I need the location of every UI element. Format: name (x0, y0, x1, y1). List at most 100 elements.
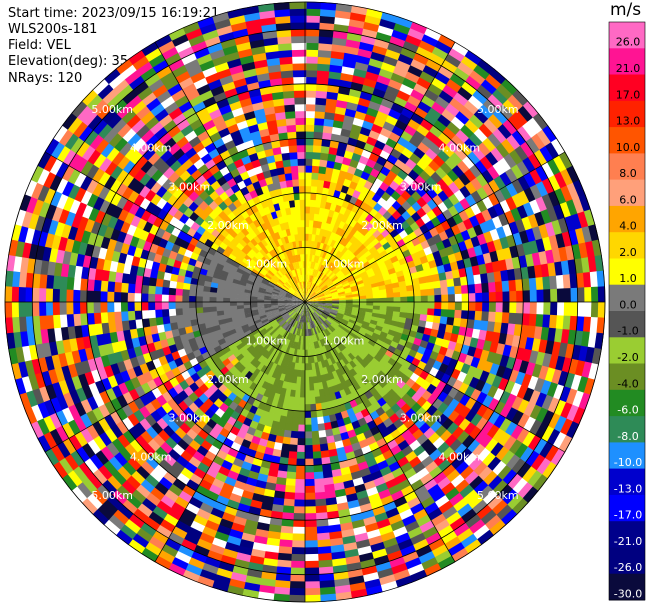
velocity-gate (365, 435, 377, 446)
velocity-gate (129, 438, 143, 453)
velocity-gate (75, 481, 93, 499)
velocity-gate (314, 362, 320, 370)
velocity-gate (311, 298, 319, 301)
velocity-gate (522, 101, 540, 119)
velocity-gate (287, 271, 293, 279)
velocity-gate (277, 245, 284, 254)
velocity-gate (379, 346, 388, 355)
velocity-gate (460, 124, 475, 139)
velocity-gate (149, 397, 162, 411)
velocity-gate (346, 251, 354, 259)
velocity-gate (515, 218, 527, 234)
velocity-gate (241, 246, 250, 255)
velocity-gate (440, 309, 449, 318)
velocity-gate (535, 458, 552, 476)
velocity-gate (366, 305, 374, 310)
velocity-gate (190, 70, 207, 84)
velocity-gate (174, 94, 191, 108)
velocity-gate (145, 164, 159, 178)
velocity-gate (216, 292, 224, 298)
velocity-gate (270, 330, 278, 338)
velocity-gate (400, 485, 415, 498)
velocity-gate (271, 292, 279, 297)
velocity-gate (150, 102, 166, 117)
velocity-gate (318, 303, 326, 306)
velocity-gate (291, 312, 297, 319)
velocity-gate (237, 264, 247, 271)
velocity-gate (116, 230, 128, 243)
velocity-gate (260, 282, 268, 288)
velocity-gate (154, 293, 163, 302)
velocity-gate (184, 58, 201, 72)
velocity-gate (302, 308, 304, 316)
velocity-gate (271, 291, 280, 295)
velocity-gate (92, 434, 107, 451)
velocity-gate (570, 213, 583, 232)
velocity-gate (149, 409, 162, 423)
velocity-gate (459, 142, 474, 157)
velocity-gate (37, 355, 49, 373)
velocity-gate (157, 331, 167, 341)
velocity-gate (307, 356, 312, 364)
velocity-gate (343, 258, 352, 266)
velocity-gate (276, 316, 283, 323)
velocity-gate (472, 146, 487, 162)
velocity-gate (303, 526, 318, 535)
velocity-gate (311, 303, 319, 307)
velocity-gate (333, 488, 347, 498)
velocity-gate (175, 307, 183, 316)
velocity-gate (480, 420, 494, 436)
velocity-gate (278, 532, 293, 541)
velocity-gate (140, 497, 157, 512)
velocity-gate (284, 273, 291, 280)
velocity-gate (61, 473, 78, 491)
velocity-gate (362, 260, 371, 269)
velocity-gate (11, 222, 23, 241)
velocity-gate (493, 202, 506, 217)
velocity-gate (332, 405, 341, 415)
velocity-gate (327, 261, 334, 269)
velocity-gate (86, 395, 99, 411)
velocity-gate (405, 34, 423, 48)
velocity-gate (326, 253, 333, 261)
velocity-gate (42, 245, 52, 262)
velocity-gate (376, 245, 386, 255)
velocity-gate (144, 401, 157, 415)
velocity-gate (535, 407, 549, 425)
velocity-gate (359, 270, 368, 278)
velocity-gate (288, 581, 305, 589)
velocity-gate (168, 301, 176, 310)
velocity-gate (223, 155, 235, 167)
velocity-gate (426, 314, 435, 323)
velocity-gate (188, 289, 197, 297)
velocity-gate (385, 283, 393, 290)
velocity-gate (291, 304, 299, 308)
velocity-gate (127, 425, 141, 440)
velocity-gate (110, 437, 125, 453)
velocity-gate (134, 483, 151, 499)
velocity-gate (189, 520, 206, 533)
velocity-gate (276, 281, 283, 288)
velocity-gate (251, 314, 260, 319)
velocity-gate (355, 240, 364, 250)
velocity-gate (440, 220, 452, 232)
velocity-gate (323, 387, 330, 396)
velocity-gate (359, 327, 368, 334)
velocity-gate (316, 317, 323, 325)
velocity-gate (476, 254, 486, 267)
velocity-gate (488, 311, 496, 323)
velocity-gate (311, 313, 316, 321)
velocity-gate (444, 227, 456, 239)
velocity-gate (491, 260, 501, 274)
velocity-gate (296, 335, 300, 343)
velocity-gate (271, 448, 282, 458)
velocity-gate (225, 535, 242, 547)
velocity-gate (433, 119, 448, 134)
velocity-gate (294, 479, 305, 487)
velocity-gate (424, 443, 438, 457)
velocity-gate (305, 296, 310, 302)
velocity-gate (300, 288, 303, 296)
velocity-gate (356, 264, 365, 272)
velocity-gate (367, 339, 377, 348)
velocity-gate (389, 35, 407, 48)
